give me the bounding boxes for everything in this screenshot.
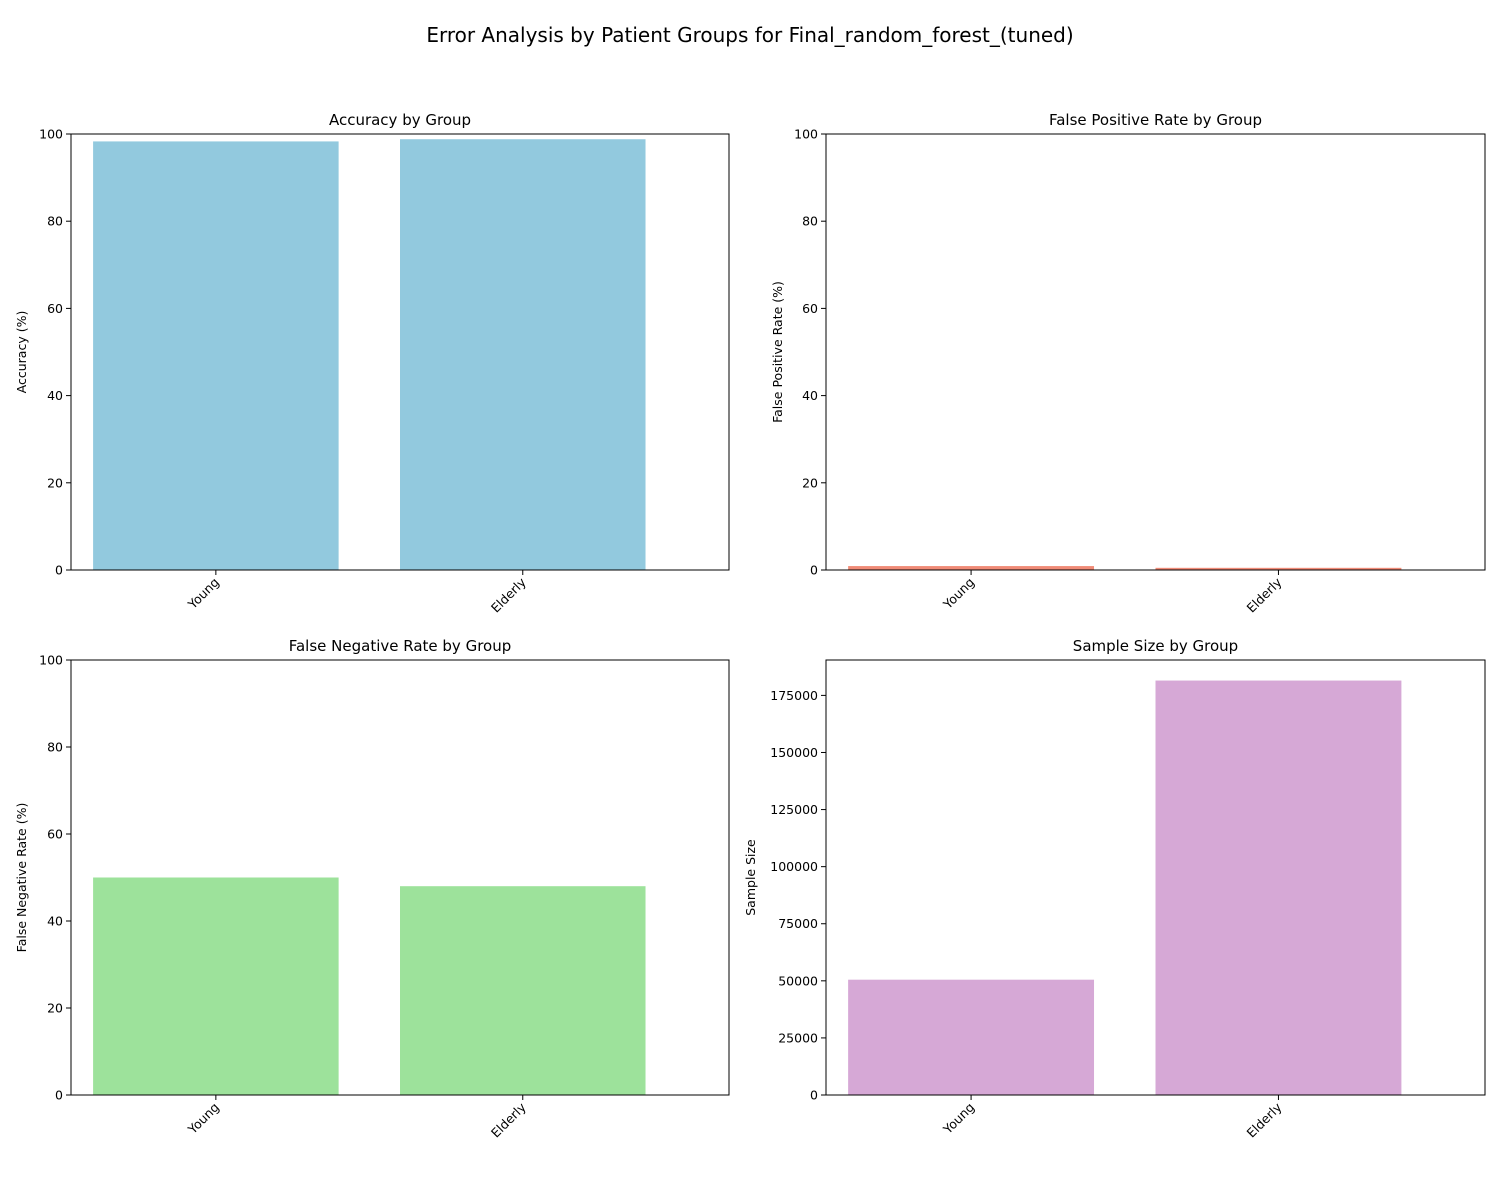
y-axis-label: Sample Size [743, 839, 758, 916]
y-tick-label: 20 [47, 475, 63, 490]
y-axis-label: Accuracy (%) [14, 311, 29, 394]
y-tick-label: 150000 [770, 745, 818, 760]
panel-title: Accuracy by Group [329, 111, 471, 129]
y-tick-label: 175000 [770, 688, 818, 703]
y-tick-label: 80 [47, 214, 63, 229]
y-tick-label: 40 [47, 388, 63, 403]
y-tick-label: 0 [55, 563, 63, 578]
x-tick-label: Elderly [488, 574, 529, 615]
bar-elderly [1155, 680, 1402, 1095]
panel-false-negative-rate: False Negative Rate by Group 0 20 40 60 80 100… [14, 637, 730, 1141]
y-tick-label: 100000 [770, 859, 818, 874]
y-tick-label: 80 [47, 740, 63, 755]
subplot-grid: Accuracy by Group 0 20 40 60 80 100 Young Elderl… [14, 111, 1486, 1141]
y-tick-label: 60 [47, 827, 63, 842]
x-tick-label: Young [939, 575, 977, 613]
y-tick-label: 20 [802, 475, 818, 490]
bar-young [848, 566, 1095, 570]
bar-elderly [1155, 567, 1402, 570]
bar-young [848, 979, 1095, 1095]
figure-title: Error Analysis by Patient Groups for Fin… [426, 23, 1073, 47]
panel-accuracy: Accuracy by Group 0 20 40 60 80 100 Young Elderl… [14, 111, 730, 616]
x-tick-label: Elderly [1244, 574, 1285, 615]
y-tick-label: 75000 [778, 916, 818, 931]
x-tick-label: Young [184, 1100, 222, 1138]
panel-title: False Positive Rate by Group [1049, 111, 1262, 129]
y-tick-label: 100 [39, 653, 63, 668]
bar-elderly [400, 139, 646, 570]
x-tick-label: Young [939, 1100, 977, 1138]
y-tick-label: 20 [47, 1001, 63, 1016]
panel-sample-size: Sample Size by Group 0 25000 50000 75000 1000… [743, 637, 1486, 1141]
bar-elderly [400, 886, 646, 1095]
bar-young [93, 141, 339, 571]
y-tick-label: 40 [802, 388, 818, 403]
x-tick-label: Elderly [488, 1099, 529, 1140]
y-axis-label: False Negative Rate (%) [14, 803, 29, 953]
axes-frame [825, 133, 1486, 571]
panel-title: Sample Size by Group [1073, 637, 1238, 655]
y-tick-label: 60 [47, 301, 63, 316]
x-tick-label: Elderly [1244, 1099, 1285, 1140]
y-tick-label: 0 [810, 563, 818, 578]
y-tick-label: 0 [810, 1088, 818, 1103]
y-tick-label: 80 [802, 214, 818, 229]
y-tick-label: 125000 [770, 802, 818, 817]
y-axis-label: False Positive Rate (%) [770, 281, 785, 423]
y-tick-label: 50000 [778, 973, 818, 988]
panel-title: False Negative Rate by Group [289, 637, 512, 655]
y-tick-label: 40 [47, 914, 63, 929]
bar-young [93, 877, 339, 1095]
panel-false-positive-rate: False Positive Rate by Group 0 20 40 60 80 100… [770, 111, 1486, 616]
y-tick-label: 100 [39, 127, 63, 142]
axes-frame [70, 133, 730, 571]
axes-frame [825, 659, 1486, 1096]
y-tick-label: 60 [802, 301, 818, 316]
x-tick-label: Young [184, 575, 222, 613]
y-tick-label: 100 [794, 127, 818, 142]
y-tick-label: 25000 [778, 1030, 818, 1045]
axes-frame [70, 659, 730, 1096]
y-tick-label: 0 [55, 1088, 63, 1103]
